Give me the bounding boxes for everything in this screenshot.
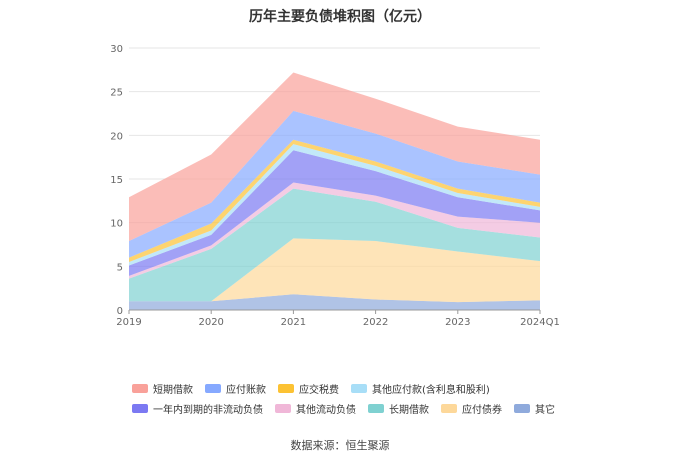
axes: 0 5 10 15 20 25 30 2019 2020 2021 2022 2023 2024Q1 [110, 44, 560, 328]
y-tick-label: 25 [110, 88, 123, 99]
legend: 短期借款 应付账款 应交税费 其他应付款(含利息和股利) 一年内到期的非流动负债 其他流动… [132, 378, 572, 418]
legend-swatch [351, 383, 367, 393]
legend-label: 其它 [535, 404, 555, 416]
y-tick-label: 10 [110, 219, 123, 230]
data-source-note: 数据来源：恒生聚源 [290, 439, 390, 452]
chart-title: 历年主要负债堆积图（亿元） [249, 9, 431, 25]
legend-label: 一年内到期的非流动负债 [153, 404, 263, 416]
y-tick-label: 0 [117, 306, 123, 317]
legend-item[interactable]: 应交税费 [278, 381, 339, 396]
legend-label: 应付账款 [226, 384, 266, 396]
legend-swatch [514, 403, 530, 413]
y-tick-label: 20 [110, 131, 123, 142]
legend-swatch [441, 403, 457, 413]
legend-label: 长期借款 [389, 404, 429, 416]
x-tick-label: 2024Q1 [520, 317, 560, 328]
legend-label: 短期借款 [153, 384, 193, 396]
area-series-短期借款 [129, 72, 540, 241]
legend-swatch [275, 403, 291, 413]
stacked-areas [129, 72, 540, 310]
y-tick-label: 15 [110, 175, 123, 186]
legend-row: 短期借款 应付账款 应交税费 其他应付款(含利息和股利) [132, 378, 572, 398]
legend-item[interactable]: 应付账款 [205, 381, 266, 396]
legend-swatch [132, 403, 148, 413]
legend-swatch [368, 403, 384, 413]
legend-swatch [132, 383, 148, 393]
x-tick-label: 2023 [445, 317, 470, 328]
legend-item[interactable]: 一年内到期的非流动负债 [132, 401, 263, 416]
legend-label: 应付债券 [462, 404, 502, 416]
x-tick-label: 2022 [363, 317, 388, 328]
legend-item[interactable]: 应付债券 [441, 401, 502, 416]
x-tick-label: 2020 [198, 317, 223, 328]
x-tick-label: 2021 [281, 317, 306, 328]
x-tick-label: 2019 [116, 317, 141, 328]
legend-item[interactable]: 其他流动负债 [275, 401, 356, 416]
legend-swatch [278, 383, 294, 393]
legend-swatch [205, 383, 221, 393]
legend-item[interactable]: 长期借款 [368, 401, 429, 416]
y-tick-label: 5 [117, 262, 123, 273]
area-series-长期借款 [129, 188, 540, 302]
legend-item[interactable]: 短期借款 [132, 381, 193, 396]
area-series-应付账款 [129, 110, 540, 258]
legend-row: 一年内到期的非流动负债 其他流动负债 长期借款 应付债券 其它 [132, 398, 572, 418]
legend-item[interactable]: 其他应付款(含利息和股利) [351, 381, 490, 396]
y-tick-label: 30 [110, 44, 123, 55]
legend-label: 应交税费 [299, 384, 339, 396]
area-series-一年内到期的非流动负债 [129, 150, 540, 276]
legend-label: 其他应付款(含利息和股利) [372, 384, 490, 396]
area-series-应付债券 [129, 238, 540, 303]
legend-label: 其他流动负债 [296, 404, 356, 416]
legend-item[interactable]: 其它 [514, 401, 555, 416]
area-series-其它 [129, 294, 540, 310]
